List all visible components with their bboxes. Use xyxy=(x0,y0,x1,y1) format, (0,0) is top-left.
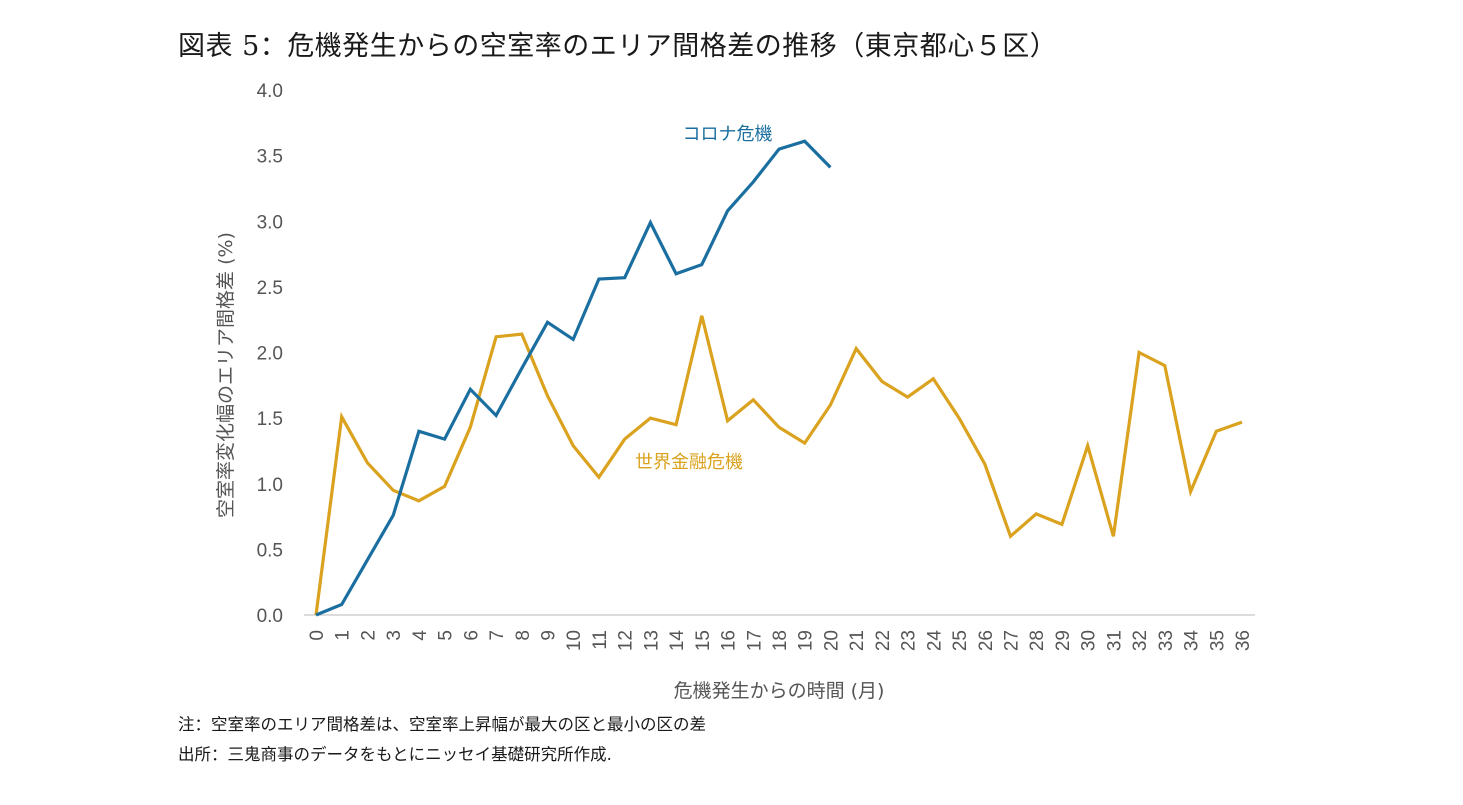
x-tick-label: 1 xyxy=(333,630,354,641)
x-tick-label: 26 xyxy=(976,630,997,651)
x-tick-label: 30 xyxy=(1079,630,1100,651)
x-tick-label: 22 xyxy=(873,630,894,651)
x-tick-label: 16 xyxy=(719,630,740,651)
x-tick-label: 31 xyxy=(1104,630,1125,651)
series-line-1 xyxy=(315,139,832,617)
series-label-0: 世界金融危機 xyxy=(635,452,743,473)
x-tick-label: 4 xyxy=(410,630,431,641)
x-tick-label: 0 xyxy=(307,630,328,641)
y-tick-label: 4.0 xyxy=(257,81,283,102)
x-tick-label: 14 xyxy=(667,630,688,652)
x-axis-title: 危機発生からの時間 (月) xyxy=(674,680,885,702)
x-tick-label: 34 xyxy=(1182,630,1203,652)
x-tick-label: 3 xyxy=(384,630,405,641)
x-tick-label: 10 xyxy=(564,630,585,651)
chart-note: 注：空室率のエリア間格差は、空室率上昇幅が最大の区と最小の区の差 xyxy=(178,715,706,734)
x-tick-label: 18 xyxy=(770,630,791,651)
x-tick-label: 7 xyxy=(487,630,508,641)
series-lines xyxy=(314,139,1243,617)
series-label-1: コロナ危機 xyxy=(683,124,773,145)
y-axis-ticks: 0.0 0.5 1.0 1.5 2.0 2.5 3.0 3.5 4.0 xyxy=(257,81,283,627)
x-tick-label: 17 xyxy=(744,630,765,651)
y-tick-label: 1.5 xyxy=(257,409,283,430)
series-labels: 世界金融危機 コロナ危機 xyxy=(635,124,773,473)
x-tick-label: 13 xyxy=(641,630,662,651)
x-tick-label: 5 xyxy=(436,630,457,641)
chart-source: 出所：三鬼商事のデータをもとにニッセイ基礎研究所作成. xyxy=(178,745,612,764)
x-tick-label: 6 xyxy=(461,630,482,641)
x-tick-label: 15 xyxy=(693,630,714,651)
chart-title: 図表 5：危機発生からの空室率のエリア間格差の推移（東京都心５区） xyxy=(178,31,1058,62)
x-tick-label: 12 xyxy=(616,630,637,651)
x-tick-label: 23 xyxy=(899,630,920,651)
y-tick-label: 0.5 xyxy=(257,540,283,561)
y-tick-label: 3.5 xyxy=(257,147,283,168)
x-tick-label: 21 xyxy=(847,630,868,651)
y-tick-label: 2.5 xyxy=(257,278,283,299)
y-tick-label: 2.0 xyxy=(257,344,283,365)
x-tick-label: 27 xyxy=(1002,630,1023,651)
x-tick-label: 19 xyxy=(796,630,817,651)
x-axis-ticks: 0 1 2 3 4 5 6 7 8 9 10 11 12 13 14 15 16 17 18 19 20 21 22 23 24… xyxy=(307,630,1254,652)
y-axis-title: 空室率変化幅のエリア間格差 (%) xyxy=(215,232,237,518)
y-tick-label: 0.0 xyxy=(257,606,283,627)
x-tick-label: 8 xyxy=(513,630,534,641)
x-tick-label: 2 xyxy=(358,630,379,641)
y-tick-label: 1.0 xyxy=(257,475,283,496)
x-tick-label: 24 xyxy=(924,630,945,652)
x-tick-label: 9 xyxy=(539,630,560,641)
x-tick-label: 35 xyxy=(1207,630,1228,651)
x-tick-label: 36 xyxy=(1233,630,1254,651)
x-tick-label: 29 xyxy=(1053,630,1074,651)
x-tick-label: 28 xyxy=(1027,630,1048,651)
x-tick-label: 11 xyxy=(590,630,611,650)
x-tick-label: 33 xyxy=(1156,630,1177,651)
series-line-0 xyxy=(314,315,1243,616)
x-tick-label: 25 xyxy=(950,630,971,651)
x-tick-label: 20 xyxy=(821,630,842,651)
x-tick-label: 32 xyxy=(1130,630,1151,651)
y-tick-label: 3.0 xyxy=(257,212,283,233)
